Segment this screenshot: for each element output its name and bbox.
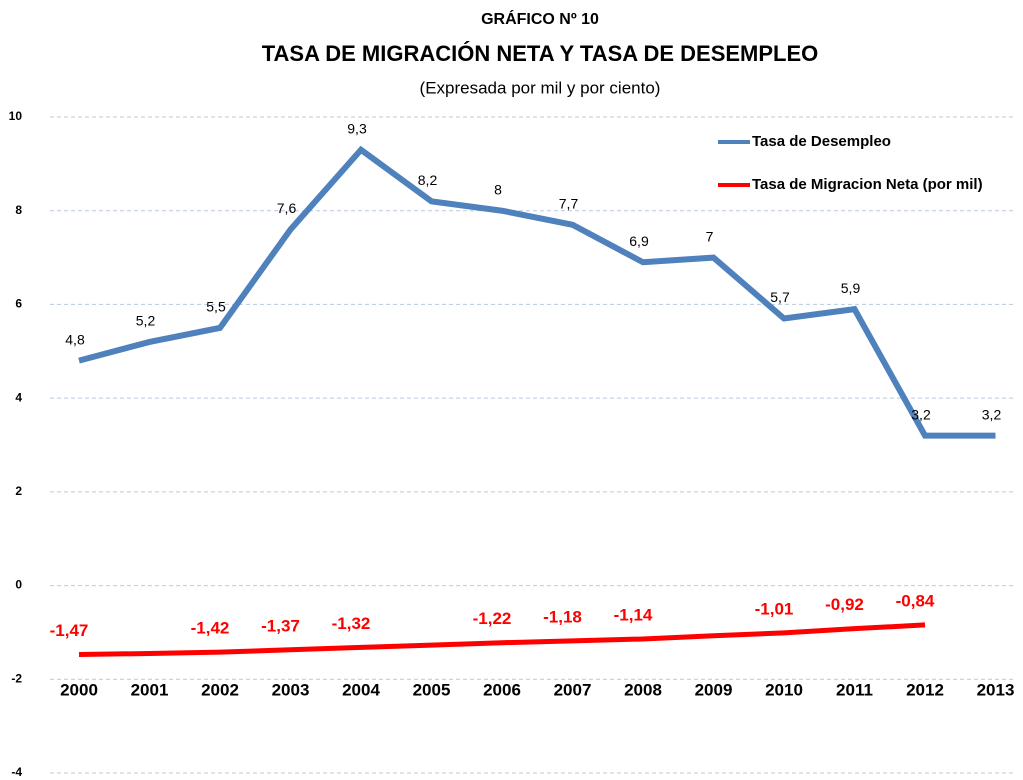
chart-subtitle: (Expresada por mil y por ciento) xyxy=(420,78,661,97)
y-tick-label: -2 xyxy=(11,671,22,685)
x-tick-label: 2005 xyxy=(413,680,451,699)
series-line xyxy=(78,622,926,657)
x-tick-label: 2012 xyxy=(906,680,944,699)
y-tick-label: 10 xyxy=(9,109,23,123)
x-tick-label: 2009 xyxy=(695,680,733,699)
data-label: 7,7 xyxy=(559,195,579,211)
y-tick-label: 6 xyxy=(15,297,22,311)
y-tick-label: 0 xyxy=(15,578,22,592)
x-tick-label: 2004 xyxy=(342,680,380,699)
data-label: 6,9 xyxy=(629,233,649,249)
y-tick-label: -4 xyxy=(11,765,22,779)
x-tick-label: 2011 xyxy=(836,680,873,699)
data-label: 3,2 xyxy=(911,406,931,422)
data-label: -1,01 xyxy=(755,599,794,618)
data-label: -1,32 xyxy=(332,614,371,633)
y-tick-label: 2 xyxy=(15,484,22,498)
data-label: 3,2 xyxy=(982,406,1002,422)
y-tick-label: 4 xyxy=(15,390,22,404)
x-tick-label: 2006 xyxy=(483,680,521,699)
data-label: 8,2 xyxy=(418,172,438,188)
chart-title: TASA DE MIGRACIÓN NETA Y TASA DE DESEMPL… xyxy=(262,41,819,66)
x-tick-label: 2002 xyxy=(201,680,239,699)
x-tick-label: 2010 xyxy=(765,680,803,699)
data-label: -1,37 xyxy=(261,616,300,635)
data-label: -1,47 xyxy=(50,621,89,640)
data-label: 5,5 xyxy=(206,299,226,315)
x-tick-label: 2001 xyxy=(131,680,169,699)
chart-supertitle: GRÁFICO Nº 10 xyxy=(481,9,599,28)
x-tick-label: 2000 xyxy=(60,680,98,699)
y-tick-label: 8 xyxy=(15,203,22,217)
data-label: 4,8 xyxy=(65,331,85,347)
series-line xyxy=(78,145,996,439)
data-label: 8 xyxy=(494,181,502,197)
data-label: 7,6 xyxy=(277,200,297,216)
x-tick-label: 2013 xyxy=(977,680,1015,699)
data-label: 7 xyxy=(706,228,714,244)
legend-label: Tasa de Migracion Neta (por mil) xyxy=(752,176,983,193)
data-label: -0,84 xyxy=(896,591,935,610)
legend-label: Tasa de Desempleo xyxy=(752,133,891,150)
data-label: -1,42 xyxy=(191,619,230,638)
data-label: -1,14 xyxy=(614,605,653,624)
data-label: 5,7 xyxy=(770,289,790,305)
data-label: 5,9 xyxy=(841,280,861,296)
data-label: 9,3 xyxy=(347,121,367,137)
data-label: -1,22 xyxy=(473,609,512,628)
data-label: -0,92 xyxy=(825,595,864,614)
x-tick-label: 2007 xyxy=(554,680,592,699)
data-label: -1,18 xyxy=(543,607,582,626)
data-label: 5,2 xyxy=(136,313,156,329)
x-tick-label: 2008 xyxy=(624,680,662,699)
x-tick-label: 2003 xyxy=(272,680,310,699)
